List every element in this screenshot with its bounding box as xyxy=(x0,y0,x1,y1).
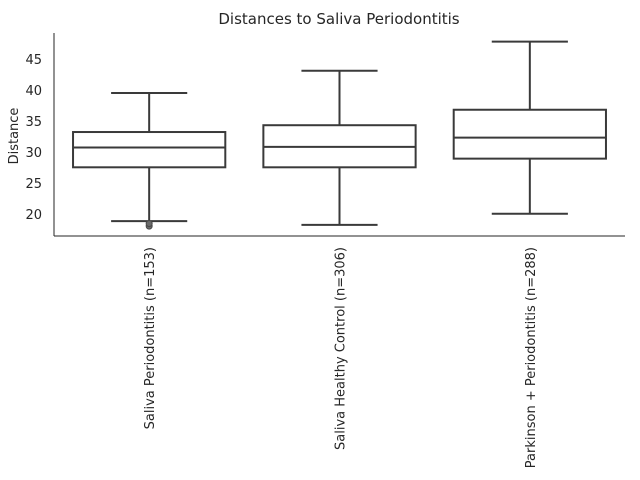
box-group xyxy=(452,40,607,215)
y-tick-label: 45 xyxy=(25,53,42,68)
chart-title: Distances to Saliva Periodontitis xyxy=(218,10,459,28)
category-label: Saliva Periodontitis (n=153) xyxy=(143,247,158,429)
y-tick-labels: 20 25 30 35 40 45 xyxy=(25,53,42,223)
category-label: Saliva Healthy Control (n=306) xyxy=(334,247,349,450)
box-group xyxy=(72,92,227,230)
category-label: Parkinson + Periodontitis (n=288) xyxy=(524,247,539,468)
y-tick-label: 20 xyxy=(25,208,42,223)
box-iqr xyxy=(72,131,227,169)
y-tick-label: 40 xyxy=(25,84,42,99)
y-axis-label: Distance xyxy=(7,108,22,165)
outlier-point xyxy=(145,220,153,228)
box-iqr xyxy=(452,108,607,160)
boxes-layer xyxy=(72,40,607,230)
y-tick-label: 25 xyxy=(25,177,42,192)
y-tick-label: 30 xyxy=(25,146,42,161)
y-tick-label: 35 xyxy=(25,115,42,130)
box-group xyxy=(262,69,417,226)
category-labels: Saliva Periodontitis (n=153) Saliva Healt… xyxy=(143,247,539,468)
